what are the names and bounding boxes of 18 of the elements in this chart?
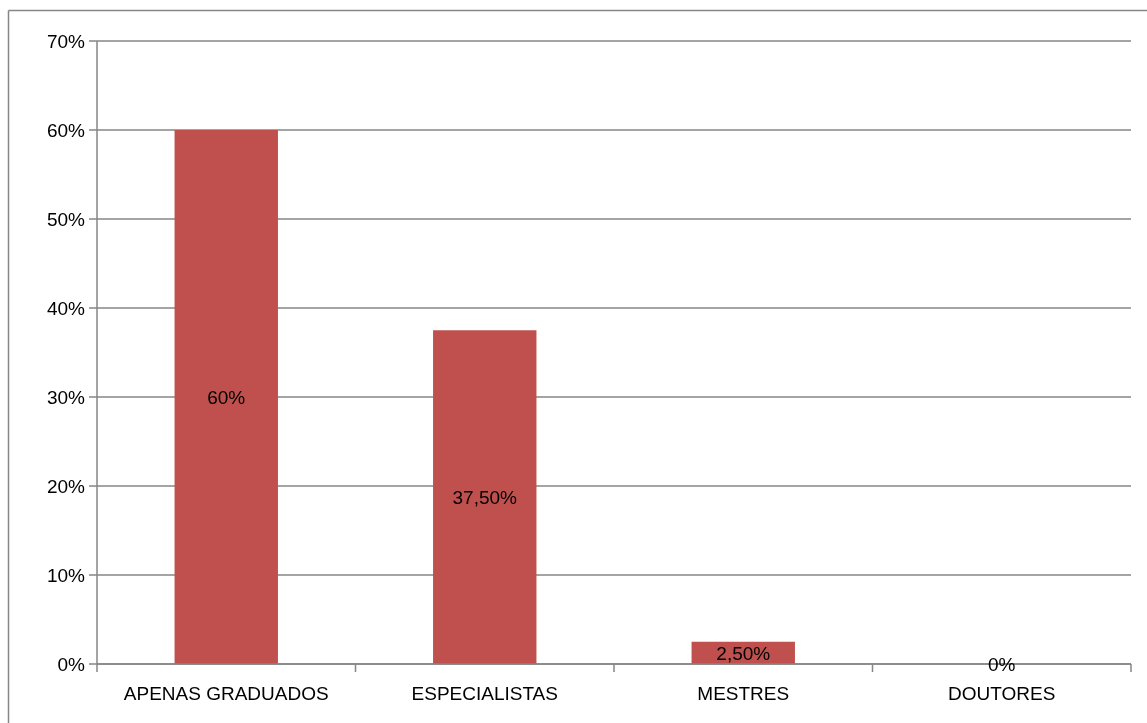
x-tick-label: DOUTORES (948, 682, 1056, 704)
y-tick-label: 10% (46, 564, 86, 586)
x-tick-label: ESPECIALISTAS (411, 682, 558, 704)
y-tick-label: 60% (46, 119, 86, 141)
y-tick-label: 40% (46, 297, 86, 319)
bar (433, 330, 537, 664)
x-tick-label: MESTRES (697, 682, 790, 704)
bar (174, 130, 278, 664)
y-tick-label: 30% (46, 386, 86, 408)
y-tick-label: 50% (46, 208, 86, 230)
y-tick-label: 0% (57, 653, 86, 675)
data-label: 0% (988, 653, 1016, 675)
data-label: 2,50% (716, 642, 771, 664)
y-tick-label: 70% (46, 30, 86, 52)
data-label: 37,50% (452, 486, 518, 508)
y-tick-label: 20% (46, 475, 86, 497)
data-label: 60% (207, 386, 246, 408)
x-tick-label: APENAS GRADUADOS (123, 682, 329, 704)
